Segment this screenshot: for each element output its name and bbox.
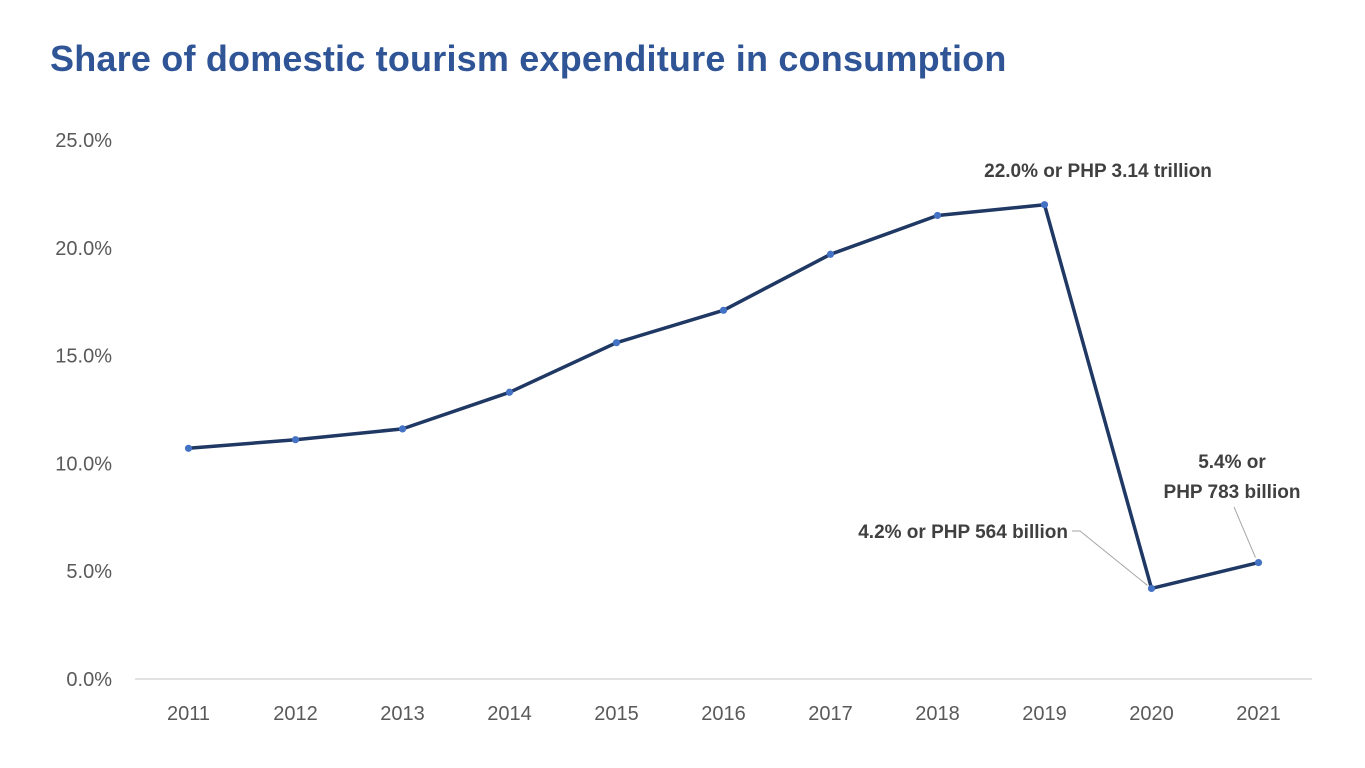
annotation-leader: [1233, 506, 1256, 558]
data-point: [398, 425, 407, 433]
y-axis-tick-labels: 0.0% 5.0% 10.0% 15.0% 20.0% 25.0%: [55, 130, 112, 691]
data-annotation: PHP 783 billion: [1164, 482, 1301, 503]
x-axis-tick-labels: 2011 2012 2013 2014 2015 2016 2017 2018 2019 2020…: [167, 703, 1281, 725]
data-point: [1254, 558, 1263, 567]
y-tick-label: 5.0%: [66, 561, 112, 583]
x-tick-label: 2021: [1236, 703, 1281, 725]
data-point-markers: [184, 201, 1263, 593]
data-annotation: 4.2% or PHP 564 billion: [858, 522, 1068, 543]
y-tick-label: 0.0%: [66, 669, 112, 691]
x-tick-label: 2013: [380, 703, 425, 725]
x-tick-label: 2011: [167, 703, 210, 725]
chart-title: Share of domestic tourism expenditure in…: [50, 38, 1007, 79]
x-tick-label: 2017: [808, 703, 853, 725]
x-tick-label: 2018: [915, 703, 960, 725]
series-line: [188, 202, 1259, 591]
annotation-leader-lines: [1072, 506, 1256, 586]
x-tick-label: 2020: [1129, 703, 1174, 725]
y-tick-label: 15.0%: [55, 346, 112, 368]
y-tick-label: 20.0%: [55, 238, 112, 260]
data-point: [291, 436, 300, 444]
data-annotation: 5.4% or: [1198, 452, 1266, 473]
data-point: [1147, 584, 1156, 593]
data-point: [184, 444, 193, 452]
x-tick-label: 2019: [1022, 703, 1067, 725]
data-point: [826, 250, 835, 258]
x-tick-label: 2012: [273, 703, 318, 725]
data-point: [1040, 201, 1049, 209]
data-point: [505, 388, 514, 396]
y-tick-label: 25.0%: [55, 130, 112, 152]
annotation-leader: [1072, 530, 1148, 586]
x-tick-label: 2014: [487, 703, 532, 725]
data-point: [612, 339, 621, 347]
x-tick-label: 2015: [594, 703, 639, 725]
data-annotations: 22.0% or PHP 3.14 trillion 4.2% or PHP 56…: [858, 161, 1300, 543]
x-tick-label: 2016: [701, 703, 746, 725]
data-point: [933, 211, 942, 220]
y-tick-label: 10.0%: [55, 453, 112, 475]
data-annotation: 22.0% or PHP 3.14 trillion: [984, 161, 1212, 182]
data-point: [719, 306, 728, 314]
